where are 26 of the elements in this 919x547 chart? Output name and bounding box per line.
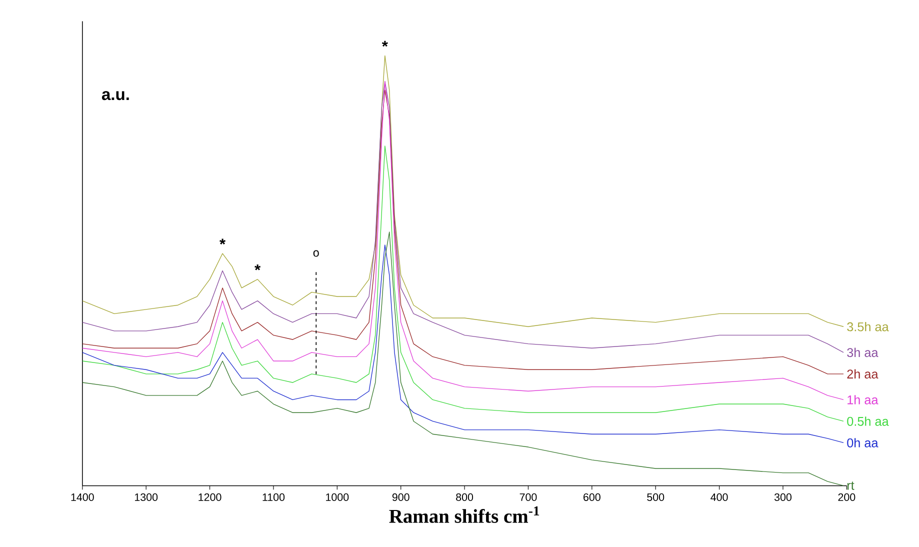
series-label: 2h aa [847,369,878,378]
x-tick-label: 1300 [134,493,158,501]
x-tick-label: 400 [710,493,728,501]
x-tick-label: 1000 [326,493,349,501]
series-label: 3h aa [847,348,878,357]
series-label: 1h aa [848,394,878,404]
series-label: 0h aa [847,438,878,448]
x-tick-label: 1100 [262,493,285,501]
series-label: rt [847,481,854,490]
x-axis-title: Raman shifts cm$^{-1}$ [389,506,540,523]
x-tick-label: 300 [774,493,792,501]
x-tick-label: 1200 [198,493,222,501]
x-tick-label: 200 [838,493,856,501]
x-tick-label: 500 [647,493,664,501]
x-tick-label: 1400 [71,493,94,501]
annotation: * [382,40,388,47]
annotation: * [220,238,226,244]
annotation: * [254,264,261,270]
series-label: 0.5h aa [847,416,889,426]
y-axis-title: a.u. [102,90,129,100]
x-tick-label: 700 [520,493,537,501]
series-label: 3.5h aa [847,322,889,332]
x-tick-label: 900 [392,493,410,501]
ref-line-label: o [313,250,319,257]
x-tick-label: 800 [456,493,474,501]
x-tick-label: 600 [584,493,600,501]
